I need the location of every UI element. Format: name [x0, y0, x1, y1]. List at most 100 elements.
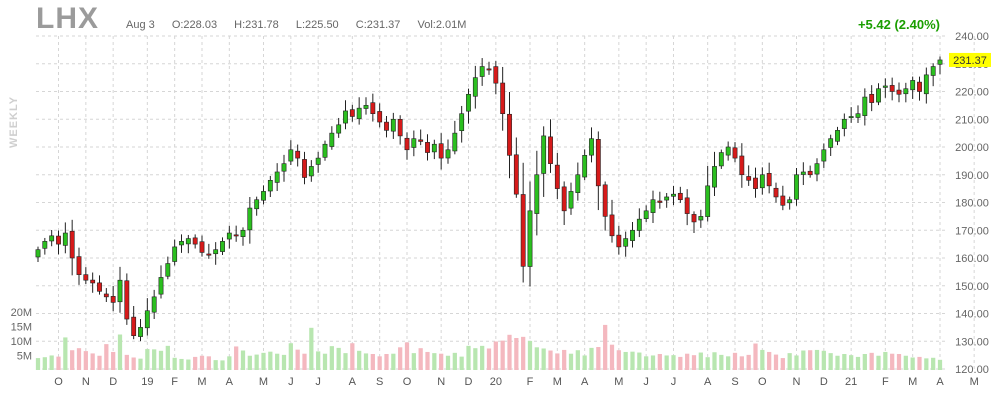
volume-bar — [541, 348, 546, 370]
price-tick-label: 240.00 — [955, 31, 989, 43]
volume-bar — [609, 344, 615, 370]
volume-bar — [917, 356, 922, 370]
candle-body — [821, 149, 827, 162]
candle-body — [411, 138, 417, 148]
time-tick-label: J — [643, 376, 649, 388]
candle-body — [233, 234, 239, 237]
candle-body — [445, 149, 451, 159]
candle-body — [677, 192, 683, 201]
volume-tick-label: 5M — [17, 350, 32, 362]
volume-bar — [343, 353, 348, 370]
volume-tick-label: 10M — [11, 336, 32, 348]
volume-bar — [896, 354, 902, 370]
candle-body — [527, 210, 533, 267]
price-tick-label: 150.00 — [955, 281, 989, 293]
volume-bar — [808, 350, 813, 370]
volume-bar — [302, 353, 307, 370]
candle-body — [917, 81, 922, 92]
time-tick-label: M — [197, 376, 206, 388]
time-tick-label: O — [403, 376, 412, 388]
volume-bar — [370, 354, 375, 370]
candle-body — [97, 282, 102, 292]
volume-bar — [691, 355, 697, 370]
volume-bar — [425, 351, 430, 370]
volume-bar — [322, 353, 328, 370]
candle-body — [308, 166, 314, 177]
last-price-tag — [949, 52, 991, 67]
volume-bar — [90, 353, 95, 370]
candle-body — [384, 121, 389, 131]
volume-bar — [616, 350, 621, 370]
candle-body — [254, 199, 260, 210]
volume-bar — [507, 334, 512, 370]
volume-bar — [500, 340, 505, 370]
price-change: +5.42 (2.40%) — [857, 17, 940, 32]
volume-bar — [131, 357, 136, 370]
candle-body — [274, 171, 280, 183]
candle-body — [356, 107, 362, 120]
volume-value: Vol:2.01M — [417, 19, 467, 31]
volume-bar — [240, 350, 246, 370]
volume-bar — [336, 347, 341, 370]
candle-body — [397, 118, 403, 137]
price-tick-label: 170.00 — [955, 225, 989, 237]
volume-bar — [794, 355, 799, 370]
candle-body — [787, 199, 793, 204]
candle-body — [554, 164, 560, 189]
candle-body — [664, 196, 670, 201]
volume-bar — [179, 358, 184, 370]
volume-bar — [486, 348, 492, 370]
candle-body — [240, 229, 246, 237]
volume-bar — [821, 350, 826, 370]
price-tick-label: 160.00 — [955, 253, 989, 265]
candle-body — [213, 249, 219, 255]
volume-bar — [862, 354, 867, 370]
candle-body — [199, 241, 205, 253]
time-tick-label: 21 — [845, 376, 857, 388]
volume-bar — [254, 354, 259, 370]
candle-body — [322, 143, 328, 158]
candle-body — [493, 66, 499, 84]
volume-bar — [83, 351, 88, 370]
volume-bar — [568, 353, 574, 370]
candle-body — [691, 214, 697, 223]
volume-bar — [357, 350, 362, 370]
candle-body — [431, 143, 437, 153]
candle-body — [541, 135, 547, 174]
volume-bar — [527, 340, 533, 370]
volume-bar — [165, 345, 170, 370]
volume-bar — [630, 351, 635, 370]
candle-body — [684, 197, 690, 214]
candle-body — [370, 102, 376, 114]
ticker-symbol: LHX — [36, 2, 99, 35]
volume-bar — [883, 351, 888, 370]
volume-bar — [773, 354, 779, 370]
volume-bar — [890, 353, 895, 370]
candle-body — [650, 199, 656, 213]
volume-bar — [562, 349, 567, 370]
candle-body — [315, 157, 321, 165]
time-tick-label: M — [970, 376, 979, 388]
candle-body — [144, 310, 150, 329]
open-value: O:228.03 — [171, 19, 218, 31]
candle-body — [131, 316, 137, 337]
candle-body — [42, 241, 48, 249]
volume-bar — [199, 355, 205, 370]
time-tick-label: 19 — [141, 376, 153, 388]
volume-bar — [855, 356, 861, 370]
volume-bar — [459, 356, 464, 370]
candle-body — [773, 187, 779, 198]
candle-body — [466, 93, 471, 112]
candle-body — [807, 170, 813, 176]
candle-body — [595, 139, 601, 187]
volume-bar — [439, 353, 444, 370]
volume-bar — [924, 358, 929, 370]
candle-body — [425, 142, 430, 153]
volume-bar — [288, 343, 293, 370]
volume-bar — [705, 357, 710, 370]
time-tick-label: A — [581, 376, 589, 388]
volume-bar — [685, 353, 690, 370]
candle-body — [930, 66, 936, 76]
candle-body — [828, 138, 834, 148]
